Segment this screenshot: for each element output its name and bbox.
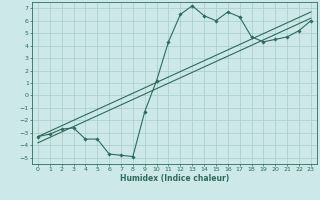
X-axis label: Humidex (Indice chaleur): Humidex (Indice chaleur)	[120, 174, 229, 183]
